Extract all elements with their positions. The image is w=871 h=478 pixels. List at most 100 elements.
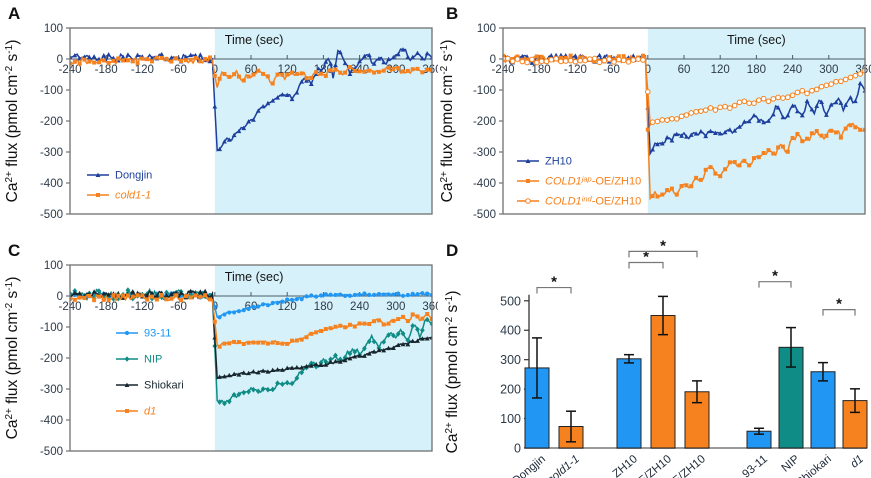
marker-triangle	[708, 128, 713, 134]
marker-triangle	[410, 338, 416, 343]
marker-square	[703, 167, 708, 172]
marker-square	[246, 74, 251, 79]
marker-circle-open	[582, 57, 588, 64]
marker-square	[294, 338, 299, 343]
marker-square	[396, 66, 401, 71]
marker-triangle	[419, 336, 425, 341]
marker-square	[106, 297, 111, 302]
marker-square	[819, 133, 824, 138]
series-line-d1	[70, 293, 432, 348]
y-tick-label: 100	[44, 260, 63, 272]
marker-triangle	[313, 361, 319, 367]
marker-square	[727, 160, 732, 165]
marker-circle-open	[572, 58, 579, 65]
marker-triangle	[323, 362, 329, 367]
marker-circle-open	[770, 96, 777, 102]
marker-square	[338, 323, 343, 328]
marker-square	[125, 58, 130, 63]
marker-circle	[241, 308, 246, 313]
marker-triangle	[246, 119, 251, 124]
svg-text:Dongjin: Dongjin	[510, 453, 548, 478]
marker-square	[207, 297, 212, 302]
marker-triangle	[284, 92, 290, 97]
marker-circle-open	[509, 58, 516, 65]
marker-triangle	[424, 51, 430, 56]
marker-square	[299, 71, 304, 76]
marker-triangle	[294, 364, 300, 370]
marker-diamond	[96, 288, 102, 294]
x-tick-label: -60	[603, 64, 620, 76]
marker-triangle	[197, 289, 203, 294]
marker-circle-open	[669, 116, 675, 122]
time-axis-title: Time (sec)	[225, 270, 284, 284]
marker-square	[125, 293, 130, 298]
marker-diamond	[124, 356, 130, 362]
marker-triangle	[650, 147, 656, 152]
marker-square	[70, 296, 72, 301]
x-tick-label: 120	[711, 64, 730, 76]
marker-circle	[396, 291, 401, 296]
marker-triangle	[270, 98, 276, 103]
marker-circle-open	[649, 119, 656, 125]
marker-square	[708, 165, 713, 170]
significance-star: *	[643, 249, 649, 266]
legend: 93-11 NIP Shiokari d1	[116, 328, 184, 418]
marker-square	[183, 294, 188, 299]
bar-93-11	[746, 427, 772, 449]
marker-triangle	[308, 363, 314, 368]
marker-circle-open	[775, 94, 781, 101]
marker-square	[299, 337, 304, 342]
marker-triangle	[390, 54, 396, 60]
marker-circle-open	[630, 57, 637, 63]
marker-square	[362, 69, 367, 74]
marker-square	[251, 340, 256, 345]
marker-circle-open	[784, 94, 791, 101]
marker-square	[328, 68, 333, 73]
marker-circle	[318, 293, 324, 298]
marker-diamond	[251, 386, 256, 393]
marker-square	[241, 342, 246, 347]
marker-triangle	[400, 47, 406, 52]
marker-diamond	[111, 296, 116, 302]
marker-circle-open	[756, 97, 762, 103]
marker-triangle	[819, 99, 824, 105]
marker-square	[203, 293, 208, 298]
svg-text:NIP: NIP	[780, 453, 803, 475]
marker-triangle	[217, 146, 223, 152]
marker-square	[650, 194, 655, 199]
marker-triangle	[519, 53, 525, 59]
legend-item: NIP	[116, 354, 162, 366]
legend-label: d1	[144, 406, 156, 418]
marker-square	[101, 58, 106, 63]
marker-circle-open	[591, 55, 598, 62]
marker-circle-open	[548, 56, 555, 63]
marker-square	[169, 296, 174, 301]
marker-circle-open	[538, 58, 545, 65]
marker-square	[179, 58, 184, 63]
marker-triangle	[342, 60, 348, 66]
marker-diamond	[217, 399, 223, 405]
y-tick-label: -500	[40, 446, 63, 458]
marker-square	[251, 72, 256, 77]
marker-circle-open	[702, 107, 709, 113]
legend-label: Shiokari	[144, 380, 184, 392]
marker-triangle	[376, 347, 382, 353]
legend-label: COLD1ind-OE/ZH10	[545, 195, 641, 208]
x-tick-label: -120	[131, 301, 154, 313]
marker-circle-open	[838, 78, 844, 85]
marker-triangle	[265, 369, 271, 374]
marker-square	[280, 72, 285, 77]
bar-cold1-1	[558, 410, 584, 449]
x-tick-label: -180	[95, 64, 118, 76]
marker-square	[183, 58, 188, 63]
marker-triangle	[275, 367, 280, 372]
marker-triangle	[299, 79, 305, 84]
y-tick-label: -500	[40, 209, 63, 221]
panel-d-chart: 0100200300400500Dongjincold1-1ZH10COLD1j…	[444, 239, 868, 478]
marker-triangle	[149, 290, 155, 296]
marker-square	[367, 68, 372, 73]
marker-square	[660, 192, 665, 197]
marker-circle-open	[731, 102, 738, 109]
marker-circle-open	[698, 108, 704, 114]
legend-item: d1	[116, 406, 156, 418]
